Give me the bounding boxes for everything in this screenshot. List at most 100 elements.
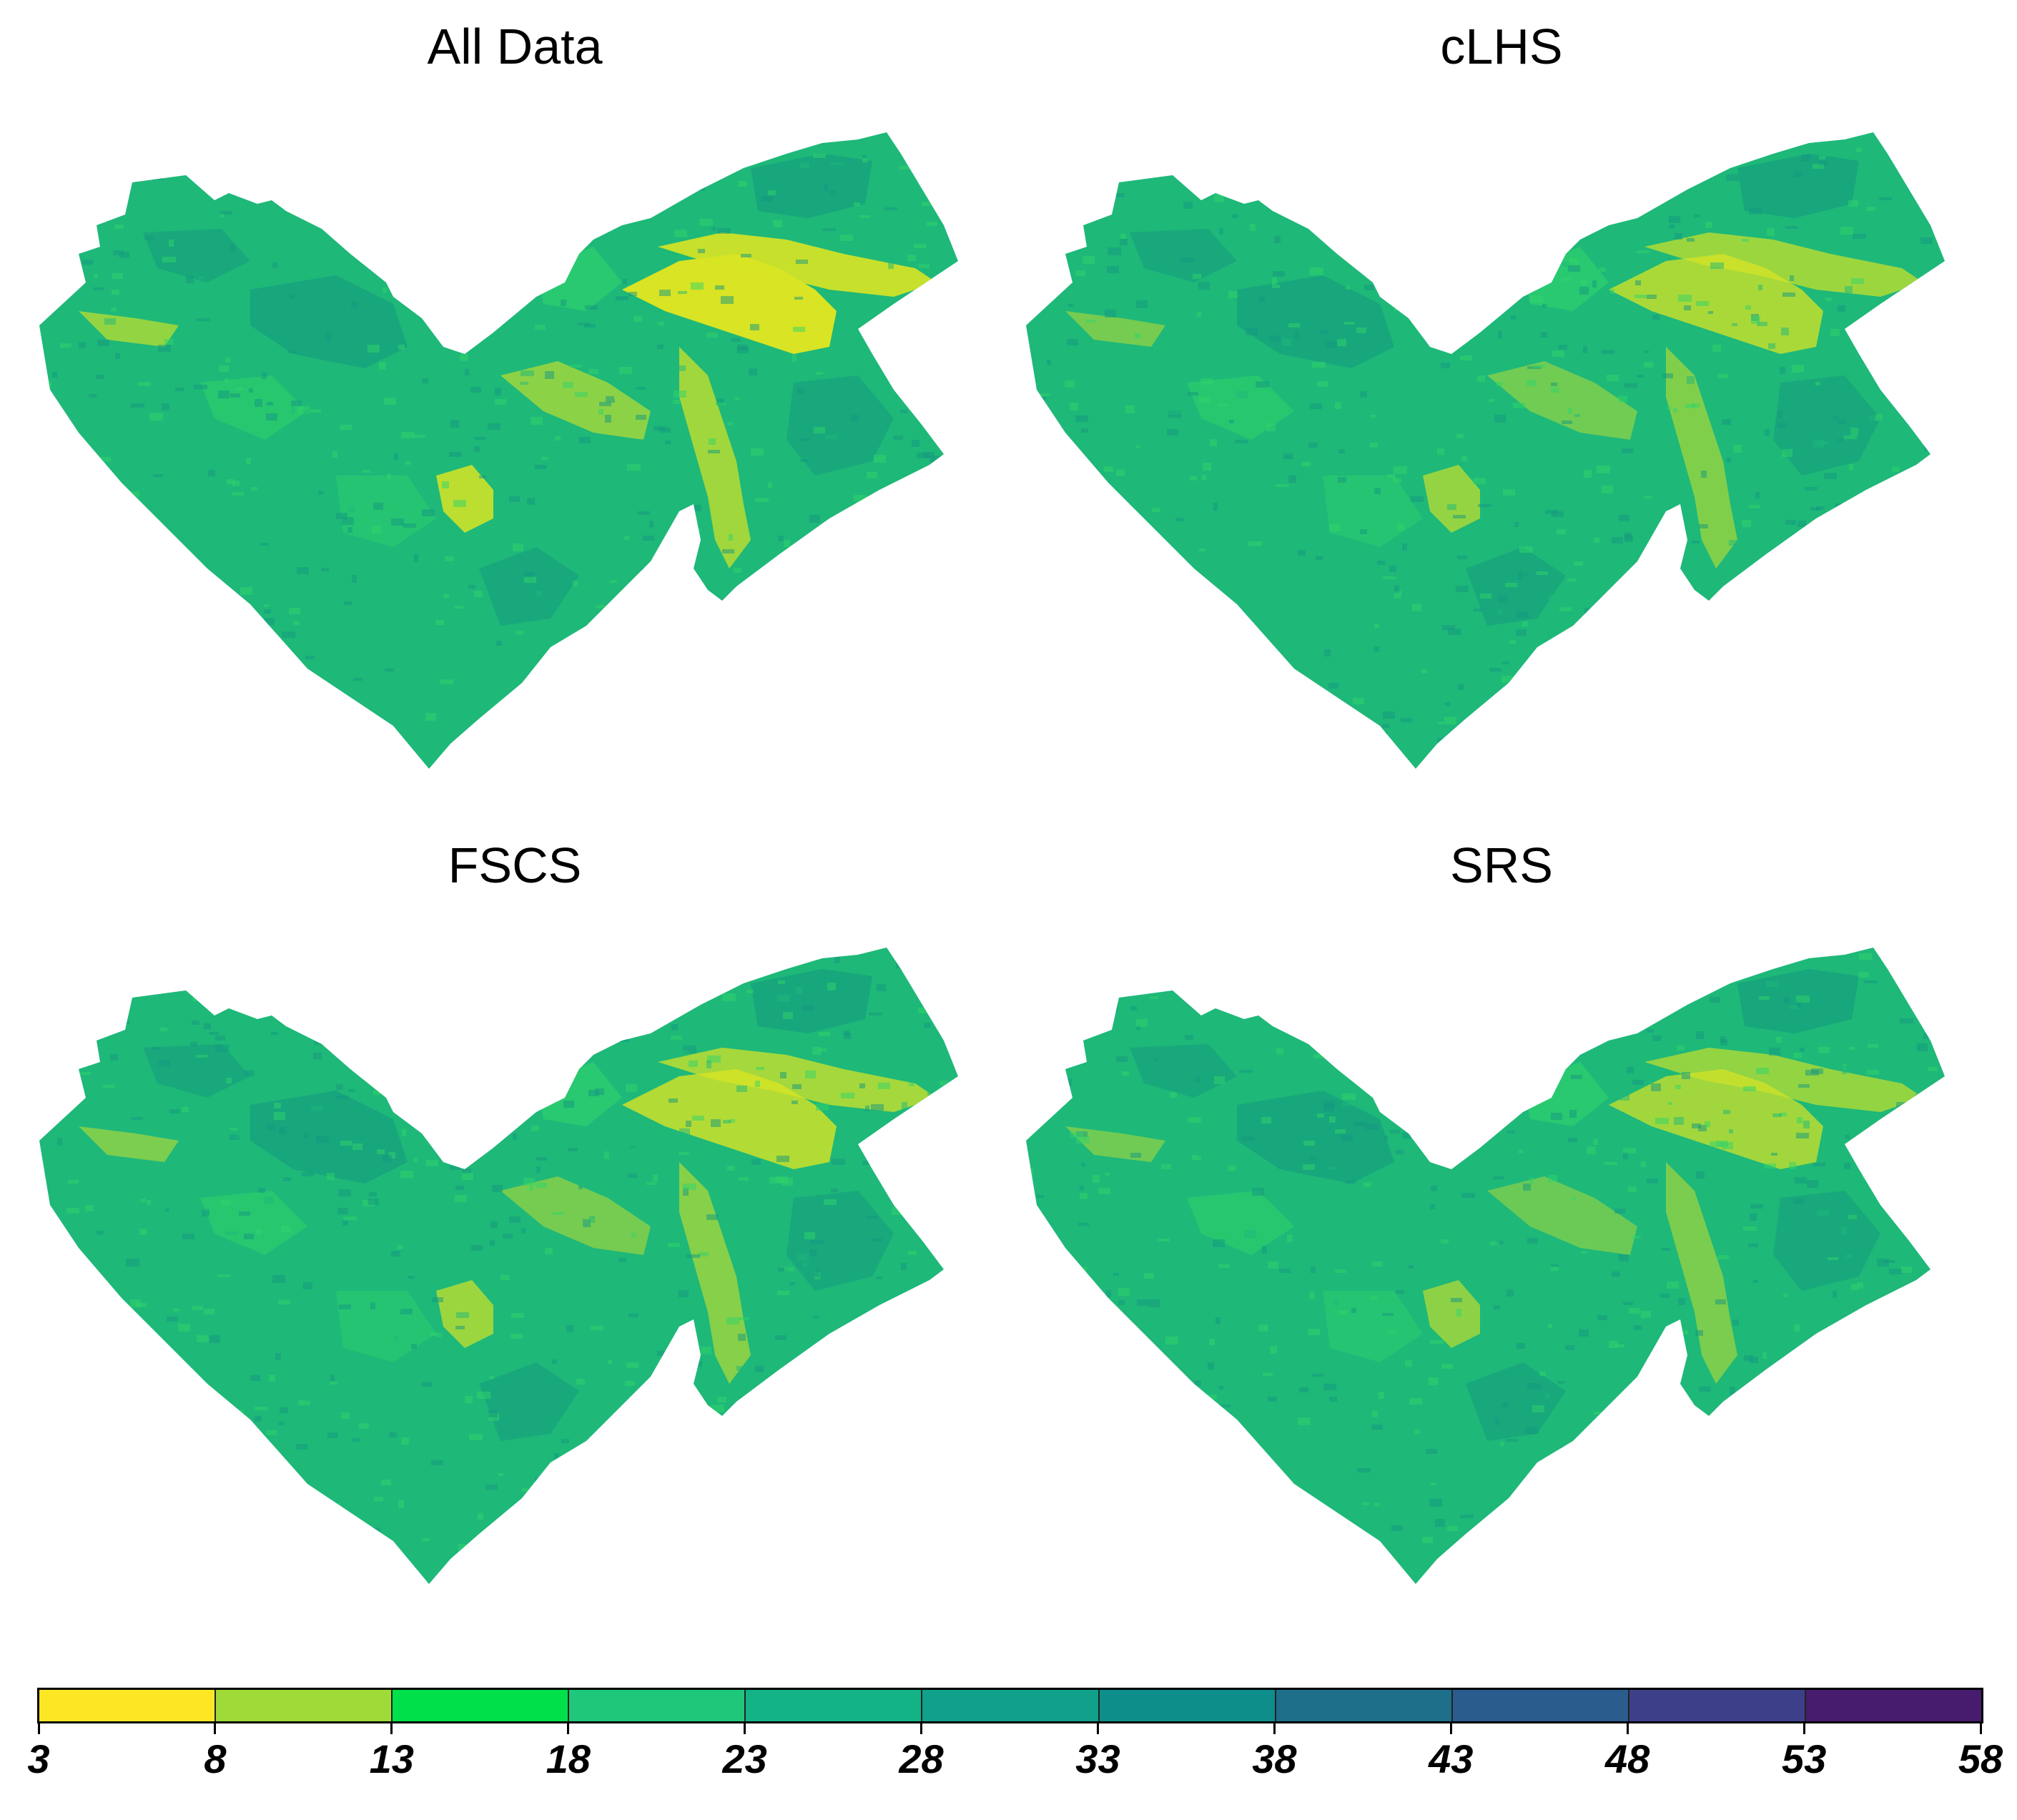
texture-cell [1383,712,1395,719]
texture-cell [444,287,457,292]
texture-cell [151,1535,159,1543]
texture-cell [1414,280,1422,282]
texture-cell [1943,554,1945,559]
texture-cell [776,1156,789,1162]
texture-cell [263,928,277,935]
texture-cell [402,1129,406,1136]
texture-cell [422,1538,430,1541]
texture-cell [1397,523,1404,531]
texture-cell [809,1387,817,1393]
texture-cell [777,995,790,1002]
texture-cell [921,940,933,945]
texture-cell [750,1490,764,1497]
texture-cell [776,1176,788,1183]
texture-cell [1850,740,1863,744]
texture-cell [563,382,573,388]
texture-cell [164,339,174,345]
texture-cell [691,1417,704,1420]
texture-cell [458,255,464,263]
texture-cell [274,1103,281,1108]
texture-cell [1587,1576,1592,1579]
texture-cell [832,1582,839,1584]
texture-cell [1680,1408,1685,1412]
texture-cell [1408,1000,1419,1004]
texture-cell [516,915,526,923]
texture-cell [310,409,321,413]
texture-cell [1110,1340,1116,1344]
texture-cell [1292,1402,1299,1405]
texture-cell [628,159,638,166]
texture-cell [805,1492,818,1497]
texture-cell [1527,1383,1541,1389]
texture-cell [1816,1390,1827,1395]
texture-cell [340,418,349,422]
texture-cell [1641,1311,1651,1318]
texture-cell [207,215,214,219]
texture-cell [400,593,413,599]
texture-cell [1794,172,1802,177]
texture-cell [137,697,147,704]
texture-cell [531,995,542,998]
texture-cell [778,1268,789,1271]
texture-cell [352,1438,360,1442]
texture-cell [579,575,591,580]
texture-cell [566,1036,578,1042]
map-clhs [1026,132,1945,769]
texture-cell [1241,1454,1250,1461]
texture-cell [1342,960,1348,964]
texture-cell [98,457,111,462]
texture-cell [644,632,657,636]
texture-cell [927,357,937,360]
texture-cell [585,733,593,737]
texture-cell [569,101,576,104]
texture-cell [723,388,735,393]
texture-cell [588,1090,599,1096]
texture-cell [1801,715,1813,719]
texture-cell [751,448,764,456]
texture-cell [902,958,915,965]
texture-cell [368,1061,380,1068]
texture-cell [1386,948,1396,950]
texture-cell [317,1530,322,1534]
texture-cell [482,1565,490,1570]
texture-cell [1843,762,1847,766]
texture-cell [1736,666,1750,673]
texture-cell [280,1407,288,1413]
texture-cell [1123,906,1128,910]
texture-cell [1552,215,1566,222]
texture-cell [641,439,651,446]
texture-cell [283,1175,290,1179]
texture-cell [922,1336,935,1342]
texture-cell [1690,1455,1703,1461]
texture-cell [621,1482,626,1487]
texture-cell [658,1475,662,1480]
texture-cell [1698,1125,1707,1131]
texture-cell [340,699,351,706]
texture-cell [320,179,330,183]
texture-cell [1602,350,1614,354]
texture-cell [1647,1179,1658,1184]
texture-cell [93,287,104,290]
texture-cell [1897,634,1905,641]
texture-cell [1547,1497,1556,1503]
texture-cell [1313,916,1326,922]
texture-cell [1616,1457,1624,1463]
texture-cell [1379,1088,1384,1091]
texture-cell [189,1506,198,1509]
texture-cell [1835,503,1848,508]
texture-cell [693,505,701,511]
texture-cell [340,1141,352,1146]
texture-cell [433,973,443,978]
texture-cell [1456,1309,1461,1317]
texture-cell [1370,443,1378,448]
texture-cell [1329,1116,1336,1123]
texture-cell [1055,614,1067,617]
texture-cell [1498,331,1502,338]
texture-cell [1473,478,1486,484]
texture-cell [1733,445,1742,453]
texture-cell [1825,297,1832,301]
texture-cell [1074,1322,1079,1330]
texture-cell [1129,748,1135,754]
texture-cell [1902,666,1913,670]
texture-cell [879,613,889,620]
